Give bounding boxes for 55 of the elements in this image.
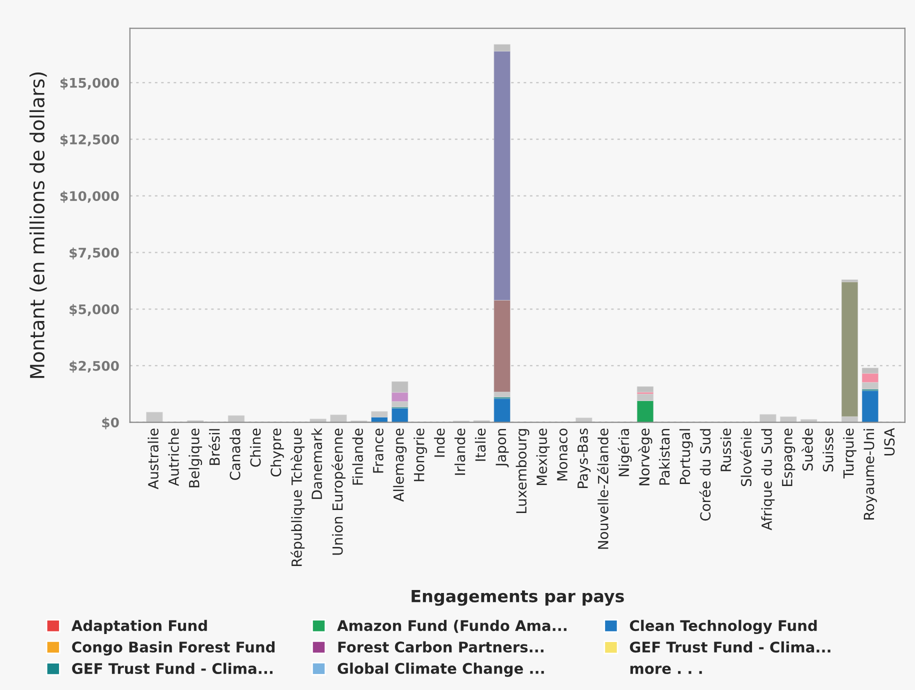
y-tick-label: $15,000	[60, 78, 119, 90]
y-tick-label: $10,000	[60, 190, 119, 203]
y-tick-label: $12,500	[60, 134, 119, 146]
x-tick-label: Autriche	[168, 428, 179, 486]
legend-label: GEF Trust Fund - Clima...	[72, 662, 273, 674]
x-tick-label: Suède	[802, 428, 813, 470]
x-tick-label: Allemagne	[393, 428, 407, 502]
y-tick-label: $0	[102, 417, 119, 430]
x-tick-label: Japon	[496, 429, 509, 468]
x-tick-label: Espagne	[782, 428, 796, 486]
y-tick-label: $2,500	[70, 360, 119, 373]
x-tick-label: Brésil	[208, 429, 220, 465]
text: more . . .	[630, 666, 702, 674]
x-tick-label: Hongrie	[414, 428, 428, 482]
x-tick-label: Slovénie	[740, 428, 752, 486]
x-tick-label: Mexique	[536, 428, 550, 486]
x-tick-label: Turquie	[843, 428, 856, 479]
x-tick-label: Irlande	[454, 428, 466, 475]
x-tick-label: Nouvelle-Zélande	[597, 428, 608, 549]
x-tick-label: Inde	[434, 428, 445, 457]
x-tick-label: Danemark	[311, 428, 322, 499]
x-tick-label: Russie	[720, 428, 732, 472]
x-tick-label: Corée du Sud	[699, 429, 711, 521]
x-tick-label: Luxembourg	[516, 429, 530, 514]
x-tick-label: Nigéria	[618, 429, 632, 476]
x-tick-label: Chine	[250, 428, 261, 467]
x-tick-label: Finlande	[352, 428, 363, 485]
x-tick-label: Portugal	[679, 429, 693, 484]
legend-label: Congo Basin Forest Fund	[72, 641, 275, 656]
legend-label: Forest Carbon Partners...	[338, 641, 544, 653]
y-axis-title: Montant (en millions de dollars)	[29, 72, 47, 378]
x-tick-label: Belgique	[188, 428, 202, 488]
legend-label: Adaptation Fund	[71, 620, 207, 634]
legend-label: Clean Technology Fund	[630, 620, 817, 634]
x-tick-label: USA	[884, 428, 895, 456]
x-tick-label: Suisse	[822, 428, 834, 472]
x-axis-title: Engagements par pays	[412, 590, 624, 606]
x-tick-label: Monaco	[557, 428, 568, 480]
x-tick-label: Canada	[230, 429, 240, 480]
x-tick-label: Union Européenne	[332, 428, 346, 555]
x-tick-label: France	[373, 428, 384, 473]
x-tick-label: Pays-Bas	[578, 428, 591, 488]
x-tick-label: Australie	[148, 428, 158, 490]
x-tick-label: Royaume-Uni	[863, 429, 877, 520]
legend-label: Amazon Fund (Fundo Ama...	[337, 620, 566, 633]
legend-label: Global Climate Change ...	[338, 662, 544, 677]
x-tick-label: Chypre	[270, 428, 284, 477]
x-tick-label: Italie	[474, 428, 486, 461]
x-tick-label: Norvège	[638, 428, 652, 486]
legend-label: GEF Trust Fund - Clima...	[630, 641, 830, 653]
y-tick-label: $7,500	[70, 247, 119, 260]
x-tick-label: Pakistan	[658, 429, 670, 485]
x-tick-label: Afrique du Sud	[761, 429, 775, 530]
y-tick-label: $5,000	[70, 304, 119, 316]
x-tick-label: République Tchèque	[290, 428, 305, 566]
